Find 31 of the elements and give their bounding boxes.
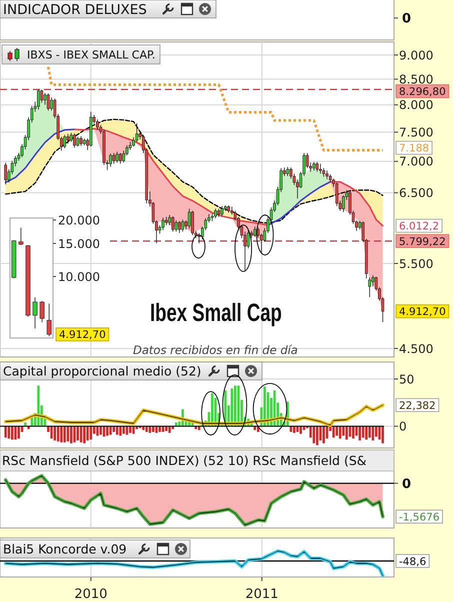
text: 4.912,70 — [399, 306, 446, 318]
y-tick-label: 0 — [399, 420, 407, 434]
y-tick-label: 10.000 — [58, 270, 100, 284]
annotation: 4.912,70 — [59, 329, 106, 342]
text: -1,5676 — [399, 511, 440, 524]
annotation: Datos recibidos en fin de día — [133, 343, 298, 357]
chart-title: Capital proporcional medio (52) — [3, 364, 202, 378]
y-tick-label: 8.500 — [399, 72, 434, 86]
ref-line-label: 5.799,22 — [399, 236, 446, 248]
y-tick-label: 7.500 — [399, 125, 434, 140]
y-tick-label: 4.500 — [399, 342, 434, 356]
chart-title: RSc Mansfield (S&P 500 INDEX) (52 10) RSc Mansfield (S& — [2, 453, 367, 468]
annotation: Ibex Small Cap — [150, 298, 282, 327]
y-tick-label: 7.000 — [399, 154, 434, 169]
x-tick-label: 2010 — [74, 587, 108, 602]
y-tick-label: 8.000 — [399, 98, 434, 112]
x-tick-label: 2011 — [245, 587, 278, 602]
y-tick-label: 15.000 — [58, 236, 100, 251]
y-tick-label: 9.000 — [399, 48, 434, 62]
data-label: 22,382 — [399, 400, 436, 412]
chart-title: Blai5 Koncorde v.09 — [3, 542, 127, 556]
text: -48,6 — [399, 556, 426, 568]
y-tick-label: 20.000 — [58, 213, 100, 228]
data-label: 7.188 — [399, 142, 430, 155]
text: IBXS - IBEX SMALL CAP. — [27, 48, 156, 62]
y-tick-label: 6.500 — [399, 186, 434, 200]
data-label: 6.012,2 — [399, 220, 440, 233]
y-tick-label: 50 — [399, 372, 414, 386]
text: INDICADOR DELUXES — [3, 2, 147, 18]
y-tick-label: 5.500 — [399, 256, 434, 271]
ref-line-label: 8.296,80 — [399, 86, 446, 98]
